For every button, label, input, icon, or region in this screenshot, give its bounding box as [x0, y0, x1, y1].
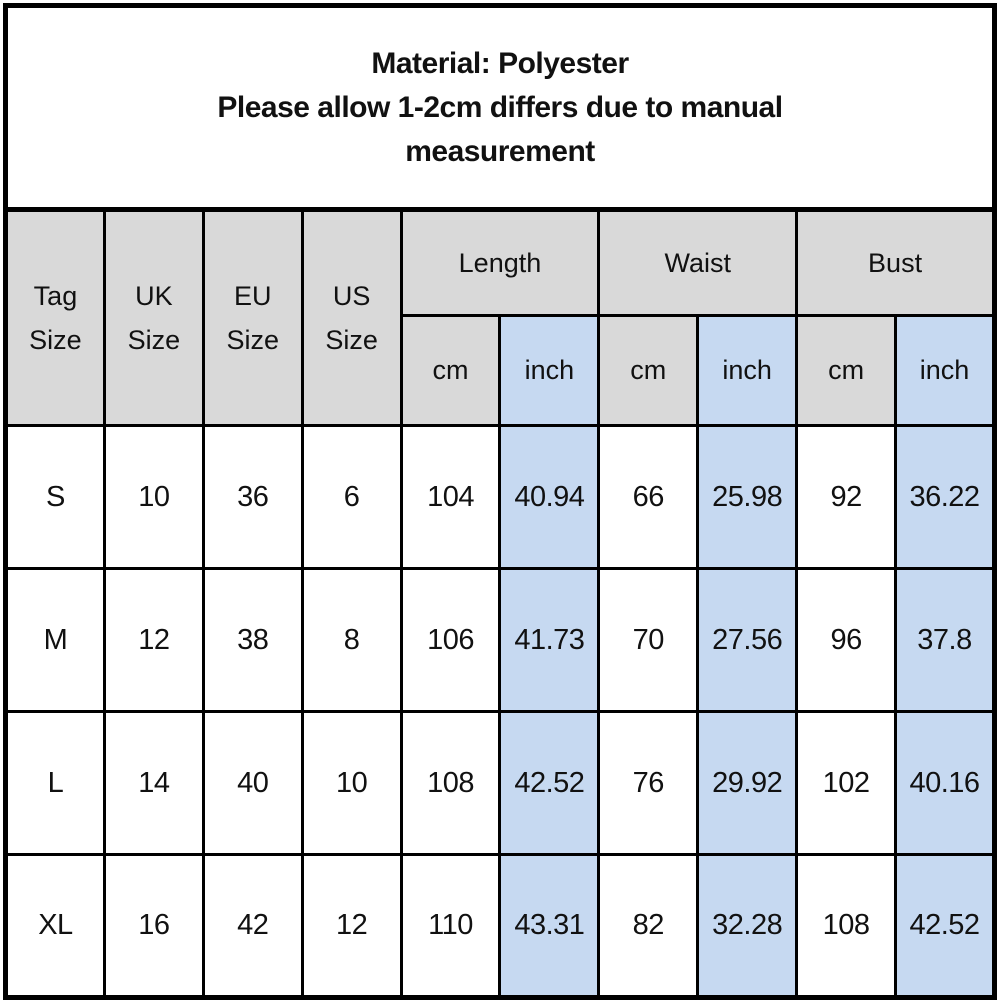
table-cell-inch: 40.16 [894, 710, 996, 856]
header-line: Tag [33, 281, 78, 311]
group-header-bust: Bust [795, 208, 996, 317]
table-cell: 10 [102, 424, 205, 570]
title-box: Material: Polyester Please allow 1-2cm d… [3, 3, 997, 207]
table-row-size-s: S 10 36 6 104 40.94 66 25.98 92 36.22 [4, 424, 996, 570]
column-header-eu-size: EU Size [201, 208, 304, 427]
table-cell-inch: 42.52 [498, 710, 601, 856]
header-line: Size [325, 325, 378, 355]
table-row-size-l: L 14 40 10 108 42.52 76 29.92 102 40.16 [4, 710, 996, 856]
table-cell: 16 [102, 853, 205, 999]
table-cell: 12 [102, 567, 205, 713]
table-cell: 108 [795, 853, 898, 999]
table-header-row-groups: Tag Size UK Size EU Size US Size Length … [4, 208, 996, 427]
table-cell: 70 [597, 567, 700, 713]
table-row-size-m: M 12 38 8 106 41.73 70 27.56 96 37.8 [4, 567, 996, 713]
table-cell: 40 [201, 710, 304, 856]
tag-size-cell: L [4, 710, 106, 856]
table-cell-inch: 41.73 [498, 567, 601, 713]
table-row-size-xl: XL 16 42 12 110 43.31 82 32.28 108 42.52 [4, 853, 996, 999]
table-cell-inch: 36.22 [894, 424, 996, 570]
unit-header-waist-cm: cm [597, 314, 700, 427]
column-header-uk-size: UK Size [102, 208, 205, 427]
table-cell-inch: 42.52 [894, 853, 996, 999]
header-line: Size [226, 325, 279, 355]
table-cell: 82 [597, 853, 700, 999]
table-cell-inch: 32.28 [696, 853, 799, 999]
table-cell-inch: 27.56 [696, 567, 799, 713]
tag-size-cell: M [4, 567, 106, 713]
table-cell: 42 [201, 853, 304, 999]
column-header-tag-size: Tag Size [4, 208, 106, 427]
table-header-row-units: cm inch cm inch cm inch [6, 314, 996, 427]
group-header-waist: Waist [597, 208, 799, 317]
table-cell-inch: 40.94 [498, 424, 601, 570]
tag-size-cell: S [4, 424, 106, 570]
table-cell-inch: 29.92 [696, 710, 799, 856]
table-cell: 76 [597, 710, 700, 856]
table-cell: 10 [300, 710, 403, 856]
header-line: US [332, 281, 371, 311]
table-cell: 12 [300, 853, 403, 999]
table-cell: 96 [795, 567, 898, 713]
material-title: Material: Polyester [371, 46, 629, 80]
measurement-note: Please allow 1-2cm differs due to manual… [217, 90, 783, 168]
table-cell: 8 [300, 567, 403, 713]
unit-header-length-cm: cm [399, 314, 502, 427]
table-cell: 36 [201, 424, 304, 570]
header-line: Size [127, 325, 181, 355]
table-cell: 104 [399, 424, 502, 570]
unit-header-bust-cm: cm [795, 314, 898, 427]
unit-header-waist-inch: inch [696, 314, 799, 427]
table-cell: 106 [399, 567, 502, 713]
table-cell-inch: 43.31 [498, 853, 601, 999]
table-cell: 108 [399, 710, 502, 856]
table-cell: 102 [795, 710, 898, 856]
unit-header-length-inch: inch [498, 314, 601, 427]
table-cell-inch: 25.98 [696, 424, 799, 570]
table-cell: 110 [399, 853, 502, 999]
header-line: Size [29, 325, 82, 355]
table-cell-inch: 37.8 [894, 567, 996, 713]
header-line: EU [233, 281, 272, 311]
table-cell: 6 [300, 424, 403, 570]
table-cell: 66 [597, 424, 700, 570]
header-line: UK [135, 281, 173, 311]
column-header-us-size: US Size [300, 208, 403, 427]
group-header-length: Length [399, 208, 601, 317]
size-chart-table: Tag Size UK Size EU Size US Size Length … [3, 207, 997, 1000]
tag-size-cell: XL [4, 853, 106, 999]
unit-header-bust-inch: inch [894, 314, 996, 427]
table-cell: 92 [795, 424, 898, 570]
table-cell: 14 [102, 710, 205, 856]
table-cell: 38 [201, 567, 304, 713]
